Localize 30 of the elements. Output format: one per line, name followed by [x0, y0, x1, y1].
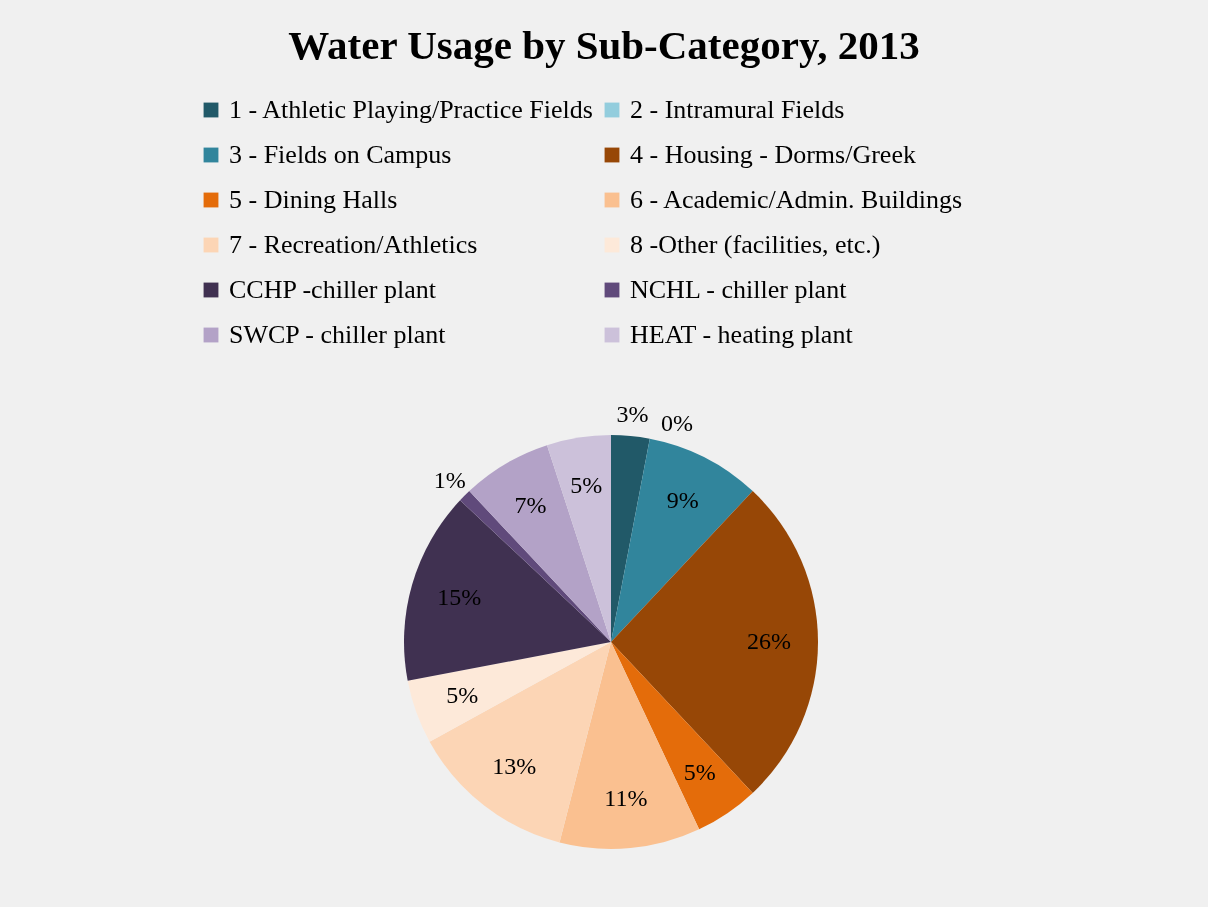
- data-label: 11%: [604, 785, 648, 812]
- legend-label: CCHP -chiller plant: [229, 275, 437, 304]
- data-label: 15%: [437, 583, 482, 610]
- data-label: 9%: [666, 487, 699, 514]
- text: 0%: [661, 409, 694, 436]
- legend-label: 6 - Academic/Admin. Buildings: [630, 185, 963, 214]
- legend-label: NCHL - chiller plant: [630, 275, 848, 304]
- legend-label: SWCP - chiller plant: [229, 320, 447, 349]
- pie-slice: [404, 500, 611, 681]
- pie-slice: [611, 435, 650, 642]
- data-label: 13%: [492, 752, 537, 779]
- data-label: 1%: [433, 466, 466, 493]
- legend-label: 8 -Other (facilities, etc.): [630, 230, 881, 259]
- legend-label: 3 - Fields on Campus: [229, 140, 452, 169]
- data-label: 7%: [514, 492, 547, 518]
- pie-slice: [547, 435, 611, 642]
- data-label: 3%: [616, 401, 649, 428]
- pie-slice: [407, 642, 611, 742]
- legend-label: HEAT - heating plant: [630, 320, 854, 349]
- legend-label: 4 - Housing - Dorms/Greek: [630, 140, 916, 169]
- data-label: 5%: [570, 471, 603, 498]
- data-label: 26%: [747, 628, 791, 654]
- legend-label: 1 - Athletic Playing/Practice Fields: [229, 95, 593, 124]
- data-label: 5%: [446, 681, 479, 708]
- pie-slice: [611, 491, 818, 793]
- legend-label: 7 - Recreation/Athletics: [229, 230, 478, 259]
- chart-title: Water Usage by Sub-Category, 2013: [288, 22, 920, 68]
- legend-label: 5 - Dining Halls: [229, 185, 398, 214]
- data-label: 5%: [683, 758, 716, 785]
- legend-label: 2 - Intramural Fields: [630, 95, 845, 124]
